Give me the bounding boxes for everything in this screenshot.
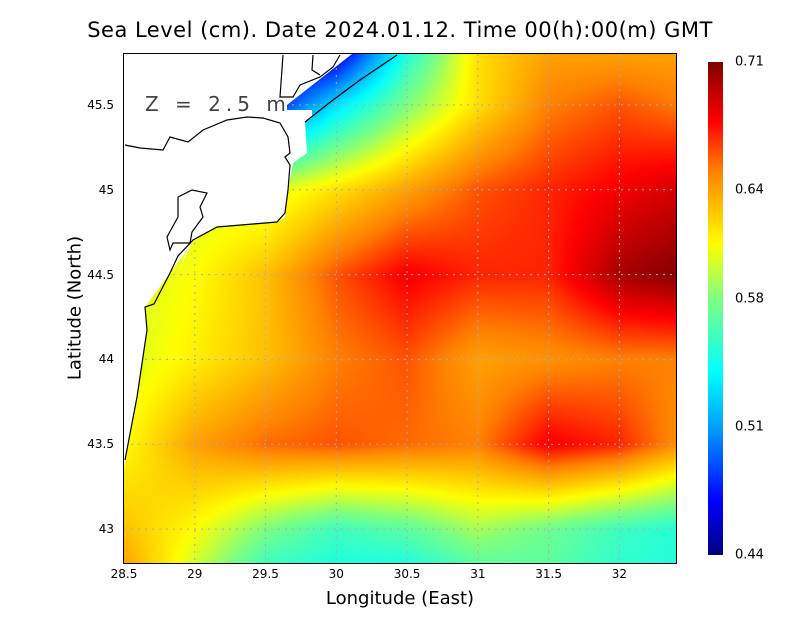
x-tick-label: 30.5 — [393, 567, 421, 581]
colorbar-tick-label: 0.71 — [735, 54, 764, 70]
x-tick-label: 29 — [187, 567, 203, 581]
y-axis-label: Latitude (North) — [64, 235, 86, 381]
colorbar-tick-label: 0.58 — [735, 291, 764, 307]
depth-annotation: Z = 2.5 m — [145, 92, 291, 116]
y-tick-label: 45 — [98, 182, 114, 197]
y-tick-label: 43.5 — [87, 437, 114, 452]
y-tick-label: 44 — [98, 352, 114, 367]
colorbar — [708, 62, 723, 555]
x-tick-label: 29.5 — [252, 567, 279, 581]
x-tick-label: 31.5 — [535, 567, 562, 581]
colorbar-tick-label: 0.51 — [735, 419, 764, 435]
y-tick-label: 45.5 — [87, 97, 114, 112]
y-tick-label: 44.5 — [87, 267, 114, 282]
x-tick-label: 32 — [611, 567, 628, 581]
plot-area: Z = 2.5 m — [124, 54, 676, 563]
coastline — [124, 54, 398, 461]
chart-title: Sea Level (cm). Date 2024.01.12. Time 00… — [87, 18, 713, 42]
colorbar-tick-label: 0.64 — [735, 182, 764, 198]
x-tick-label: 28.5 — [110, 567, 138, 581]
colorbar-tick-label: 0.44 — [735, 547, 764, 563]
map-overlay: Z = 2.5 m — [124, 54, 676, 563]
land-mask — [124, 54, 352, 470]
x-tick-label: 30 — [328, 567, 344, 581]
x-axis-label: Longitude (East) — [325, 588, 475, 609]
x-tick-label: 31 — [470, 567, 486, 581]
y-tick-label: 43 — [98, 522, 114, 537]
